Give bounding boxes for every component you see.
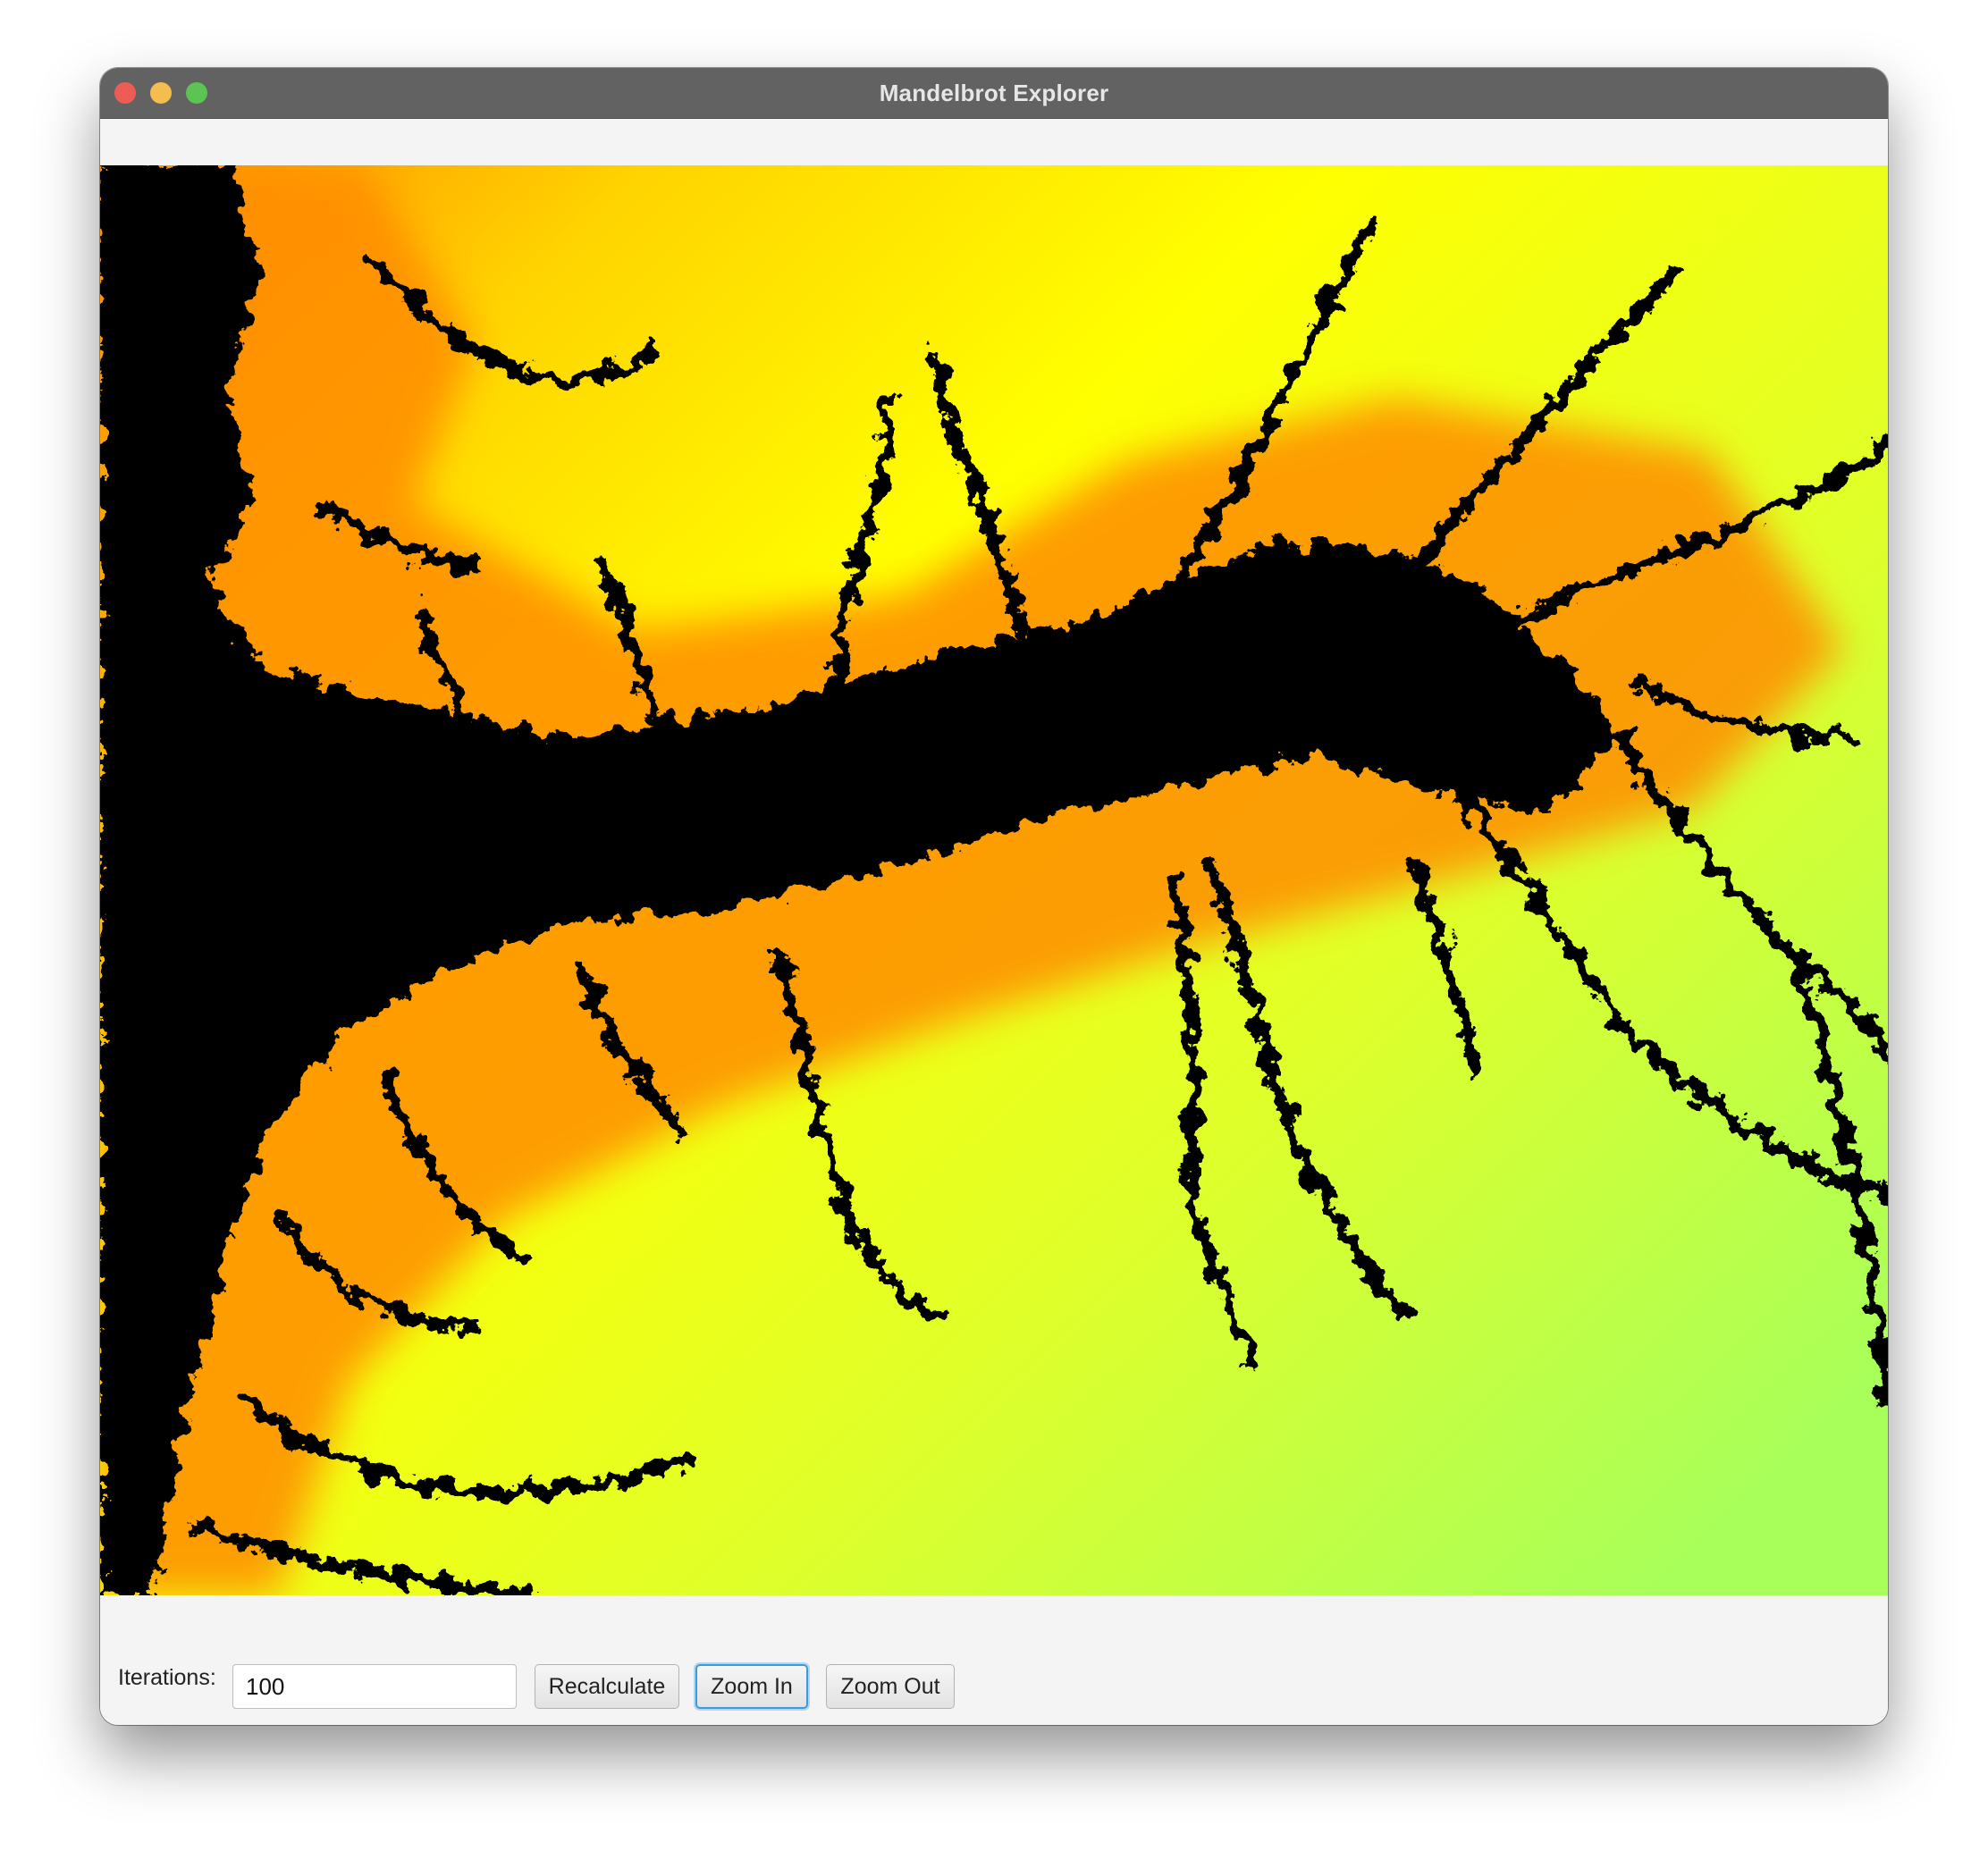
mandelbrot-canvas[interactable] [100, 165, 1888, 1595]
zoom-in-button[interactable]: Zoom In [695, 1664, 808, 1709]
top-padding-area [100, 119, 1888, 165]
close-window-button[interactable] [114, 82, 136, 104]
window-title: Mandelbrot Explorer [879, 80, 1109, 106]
title-bar[interactable]: Mandelbrot Explorer [100, 68, 1888, 119]
zoom-out-button[interactable]: Zoom Out [826, 1664, 955, 1709]
controls-bar: Iterations: Recalculate Zoom In Zoom Out [100, 1595, 1888, 1725]
minimize-window-button[interactable] [150, 82, 172, 104]
fractal-glow [100, 165, 1843, 1595]
iterations-label: Iterations: [118, 1665, 216, 1690]
fractal-set-body [100, 165, 1888, 1595]
recalculate-button[interactable]: Recalculate [535, 1664, 679, 1709]
iterations-input[interactable] [232, 1664, 517, 1709]
maximize-window-button[interactable] [186, 82, 207, 104]
app-window: Mandelbrot Explorer [100, 68, 1888, 1725]
